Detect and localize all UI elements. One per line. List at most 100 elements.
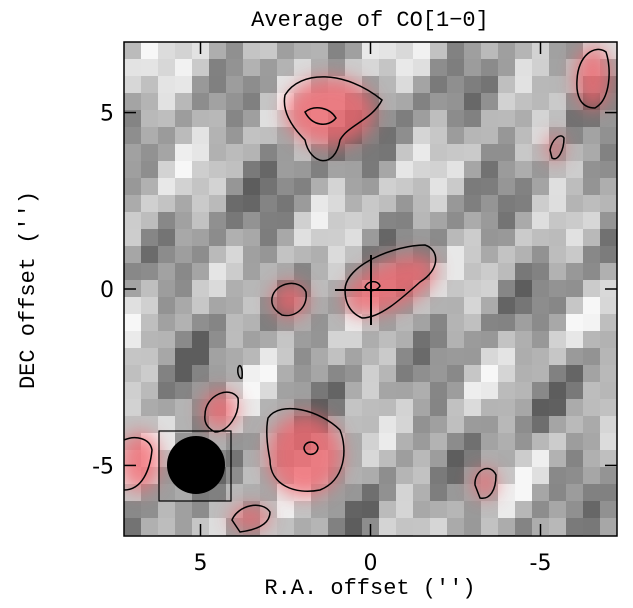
map-pixel xyxy=(294,59,312,77)
map-pixel xyxy=(600,416,617,434)
map-pixel xyxy=(209,127,227,145)
map-pixel xyxy=(141,382,159,400)
map-pixel xyxy=(583,297,601,315)
map-pixel xyxy=(515,93,533,111)
map-pixel xyxy=(430,127,448,145)
map-pixel xyxy=(209,144,227,162)
map-pixel xyxy=(328,229,346,247)
map-pixel xyxy=(379,178,397,196)
map-pixel xyxy=(328,42,346,60)
map-pixel xyxy=(362,161,380,179)
map-pixel xyxy=(413,331,431,349)
map-pixel xyxy=(226,484,244,502)
map-pixel xyxy=(311,501,329,519)
map-pixel xyxy=(345,246,363,264)
map-pixel xyxy=(158,416,176,434)
map-pixel xyxy=(328,348,346,366)
map-pixel xyxy=(413,178,431,196)
map-pixel xyxy=(379,161,397,179)
map-pixel xyxy=(396,127,414,145)
map-pixel xyxy=(413,161,431,179)
map-pixel xyxy=(498,161,516,179)
map-pixel xyxy=(379,365,397,383)
map-pixel xyxy=(447,467,465,485)
map-pixel xyxy=(175,314,193,332)
map-pixel xyxy=(243,144,261,162)
map-pixel xyxy=(566,314,584,332)
map-pixel xyxy=(549,433,567,451)
map-pixel xyxy=(600,161,617,179)
map-pixel xyxy=(124,127,142,145)
map-pixel xyxy=(141,212,159,230)
map-pixel xyxy=(396,144,414,162)
map-pixel xyxy=(549,161,567,179)
map-pixel xyxy=(192,76,210,94)
map-pixel xyxy=(447,433,465,451)
map-pixel xyxy=(294,518,312,536)
map-pixel xyxy=(430,161,448,179)
map-pixel xyxy=(243,450,261,468)
map-pixel xyxy=(481,518,499,536)
map-pixel xyxy=(396,229,414,247)
map-pixel xyxy=(515,161,533,179)
map-pixel xyxy=(549,484,567,502)
map-pixel xyxy=(481,246,499,264)
map-pixel xyxy=(243,280,261,298)
map-pixel xyxy=(311,297,329,315)
map-pixel xyxy=(226,297,244,315)
map-pixel xyxy=(498,416,516,434)
map-pixel xyxy=(532,365,550,383)
chart-title: Average of CO[1−0] xyxy=(251,8,489,33)
map-pixel xyxy=(566,348,584,366)
map-pixel xyxy=(481,365,499,383)
map-pixel xyxy=(583,501,601,519)
map-pixel xyxy=(311,382,329,400)
map-pixel xyxy=(260,314,278,332)
map-pixel xyxy=(226,433,244,451)
map-pixel xyxy=(481,178,499,196)
map-pixel xyxy=(600,518,617,536)
map-pixel xyxy=(549,365,567,383)
map-pixel xyxy=(192,93,210,111)
map-pixel xyxy=(209,484,227,502)
map-pixel xyxy=(226,212,244,230)
map-pixel xyxy=(158,110,176,128)
map-pixel xyxy=(481,501,499,519)
map-pixel xyxy=(447,76,465,94)
map-pixel xyxy=(515,144,533,162)
map-pixel xyxy=(549,450,567,468)
map-pixel xyxy=(158,229,176,247)
map-pixel xyxy=(396,178,414,196)
map-pixel xyxy=(583,331,601,349)
map-pixel xyxy=(294,212,312,230)
map-pixel xyxy=(379,212,397,230)
map-pixel xyxy=(243,42,261,60)
map-pixel xyxy=(345,365,363,383)
map-pixel xyxy=(311,331,329,349)
map-pixel xyxy=(175,110,193,128)
map-pixel xyxy=(430,246,448,264)
map-pixel xyxy=(430,416,448,434)
map-pixel xyxy=(498,484,516,502)
map-pixel xyxy=(464,42,482,60)
map-pixel xyxy=(566,212,584,230)
map-pixel xyxy=(175,246,193,264)
map-pixel xyxy=(396,467,414,485)
map-pixel xyxy=(379,535,397,536)
map-pixel xyxy=(515,501,533,519)
map-pixel xyxy=(464,246,482,264)
map-pixel xyxy=(532,246,550,264)
map-pixel xyxy=(226,93,244,111)
map-pixel xyxy=(498,331,516,349)
map-pixel xyxy=(124,535,142,536)
map-pixel xyxy=(260,382,278,400)
map-pixel xyxy=(294,382,312,400)
map-pixel xyxy=(481,110,499,128)
map-pixel xyxy=(141,501,159,519)
map-pixel xyxy=(447,314,465,332)
map-pixel xyxy=(464,59,482,77)
map-pixel xyxy=(175,42,193,60)
map-pixel xyxy=(515,467,533,485)
map-pixel xyxy=(379,59,397,77)
